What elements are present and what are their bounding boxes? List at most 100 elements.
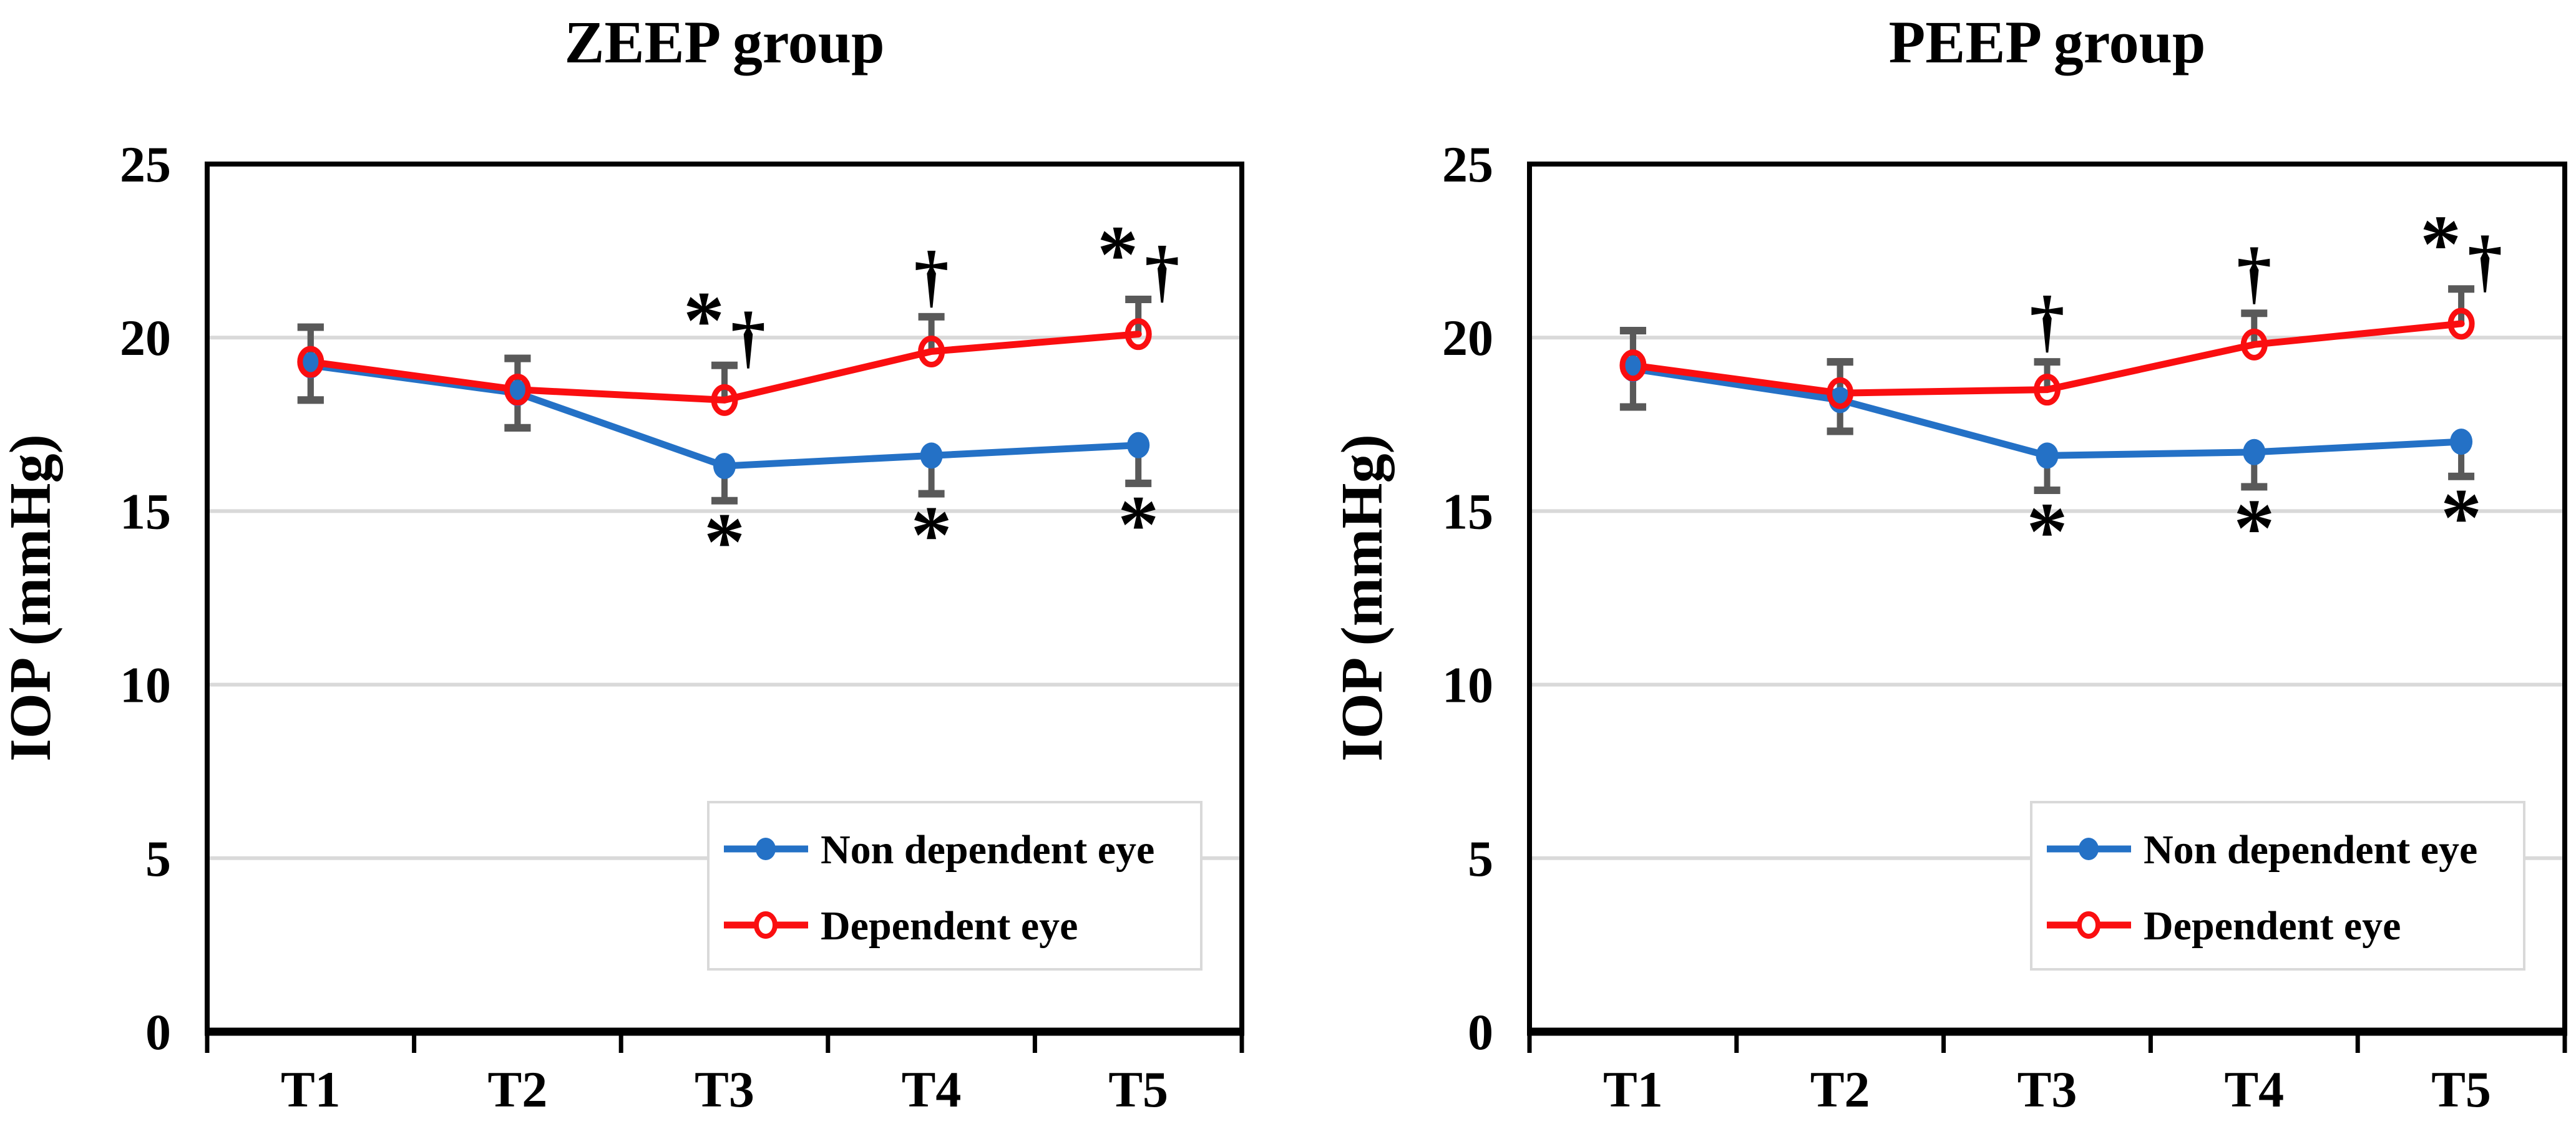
y-axis-tick-labels: 0 5 10 15 20 25 (120, 136, 171, 1060)
x-tick-label-t2: T2 (488, 1061, 548, 1118)
x-tick-label-t3: T3 (695, 1061, 754, 1118)
marker-dependent-eye-t2 (504, 374, 531, 406)
x-tick-label-t1: T1 (1603, 1061, 1663, 1118)
error-bar-cap (2034, 358, 2061, 366)
legend: Non dependent eye Dependent eye (707, 801, 1203, 971)
marker-dependent-eye-t2 (1827, 377, 1854, 409)
y-axis-label: IOP (mmHg) (0, 434, 63, 762)
significance-t4-below: * (911, 489, 952, 581)
legend-marker-dependent-eye (754, 911, 778, 939)
significance-t5-below: * (2441, 472, 2482, 563)
error-bar-cap (918, 313, 945, 321)
error-bar-cap (297, 396, 324, 404)
error-bar-cap (711, 361, 738, 369)
significance-t3-below: * (704, 496, 745, 588)
x-tick-label-t2: T2 (1810, 1061, 1870, 1118)
legend: Non dependent eye Dependent eye (2030, 801, 2525, 971)
legend-marker-non-dependent-eye (756, 838, 776, 860)
y-tick-label-5: 5 (1468, 830, 1493, 887)
x-tick-label-t4: T4 (2224, 1061, 2284, 1118)
x-tick-label-t1: T1 (281, 1061, 341, 1118)
marker-non-dependent-eye-t4 (2243, 439, 2266, 465)
legend-label-dependent-eye: Dependent eye (2144, 903, 2401, 949)
marker-dependent-eye-t5 (2447, 308, 2475, 340)
significance-t3-above: *† (683, 274, 766, 376)
error-bar-cap (2448, 285, 2475, 293)
axes (205, 162, 1244, 1053)
error-bar-cap (1125, 479, 1152, 487)
error-bar-cap (504, 424, 531, 432)
marker-non-dependent-eye-t5 (1127, 432, 1150, 458)
marker-dependent-eye-t3 (2034, 374, 2061, 406)
error-bar-cap (1827, 427, 1853, 435)
marker-non-dependent-eye-t5 (2450, 429, 2473, 455)
zeep-panel: ZEEP group IOP (mmHg) *† † *† * * * 0 5 10 15 20 2… (0, 9, 1244, 1118)
error-bar-cap (2448, 472, 2475, 480)
y-tick-label-10: 10 (120, 657, 171, 714)
marker-non-dependent-eye-t4 (920, 442, 943, 469)
marker-dependent-eye-t4 (918, 335, 945, 367)
series-line-dependent-eye (307, 331, 1142, 404)
y-tick-label-25: 25 (120, 136, 171, 193)
y-tick-label-25: 25 (1442, 136, 1493, 193)
significance-t3-below: * (2027, 485, 2068, 577)
x-tick-label-t5: T5 (2431, 1061, 2491, 1118)
peep-panel: PEEP group IOP (mmHg) † † *† * * * 0 5 10 15 20 25… (1288, 0, 2576, 1129)
zeep-chart: ZEEP group IOP (mmHg) *† † *† * * * 0 5 10 15 20 2… (0, 9, 1244, 1118)
y-tick-label-20: 20 (120, 309, 171, 366)
error-bar-cap (711, 497, 738, 505)
axes (1527, 162, 2567, 1053)
legend-label-non-dependent-eye: Non dependent eye (2144, 827, 2477, 873)
significance-t5-above: *† (2420, 198, 2502, 299)
significance-t4-below: * (2233, 482, 2275, 573)
gridlines (1530, 336, 2565, 860)
marker-non-dependent-eye-t3 (2036, 442, 2059, 469)
x-axis-tick-labels: T1 T2 T3 T4 T5 (1603, 1061, 2491, 1118)
y-tick-label-5: 5 (145, 830, 171, 887)
significance-annotations: † † *† * * * (2027, 198, 2503, 577)
y-tick-label-15: 15 (120, 483, 171, 540)
marker-dependent-eye-t3 (711, 384, 738, 416)
error-bar-cap (2241, 309, 2268, 317)
error-bar-cap (2241, 483, 2268, 491)
x-tick-label-t4: T4 (902, 1061, 962, 1118)
marker-dependent-eye-t1 (1619, 349, 1647, 382)
x-tick-label-t3: T3 (2017, 1061, 2077, 1118)
error-bar-cap (504, 354, 531, 362)
significance-t4-above: † (914, 238, 949, 315)
legend-box (707, 801, 1203, 971)
error-bar-cap (1619, 327, 1646, 335)
peep-chart: PEEP group IOP (mmHg) † † *† * * * 0 5 10 15 20 25… (1330, 9, 2567, 1118)
x-tick-label-t5: T5 (1108, 1061, 1168, 1118)
significance-t3-above: † (2030, 283, 2065, 360)
y-axis-tick-labels: 0 5 10 15 20 25 (1442, 136, 1493, 1060)
y-tick-label-20: 20 (1442, 309, 1493, 366)
chart-title: PEEP group (1889, 9, 2206, 75)
marker-dependent-eye-t4 (2240, 328, 2268, 361)
significance-t5-above: *† (1097, 208, 1179, 310)
marker-non-dependent-eye-t3 (713, 453, 736, 480)
data-points (1619, 308, 2475, 469)
error-bar-cap (2034, 487, 2061, 495)
x-axis-tick-labels: T1 T2 T3 T4 T5 (281, 1061, 1168, 1118)
error-bar-cap (1619, 403, 1646, 411)
significance-annotations: *† † *† * * * (683, 208, 1179, 588)
significance-t4-above: † (2237, 234, 2271, 311)
error-bar-cap (297, 323, 324, 331)
data-points (297, 318, 1152, 480)
chart-title: ZEEP group (564, 9, 884, 75)
y-tick-label-15: 15 (1442, 483, 1493, 540)
error-bar-cap (1125, 295, 1152, 303)
marker-dependent-eye-t5 (1125, 318, 1152, 351)
y-axis-label: IOP (mmHg) (1330, 434, 1395, 762)
y-tick-label-0: 0 (1468, 1004, 1493, 1060)
legend-label-non-dependent-eye: Non dependent eye (821, 827, 1154, 873)
legend-marker-non-dependent-eye (2079, 838, 2099, 860)
error-bar-cap (918, 490, 945, 498)
legend-box (2030, 801, 2525, 971)
series-lines (307, 331, 1142, 470)
series-line-dependent-eye (1629, 320, 2465, 397)
legend-marker-dependent-eye (2077, 911, 2100, 939)
legend-label-dependent-eye: Dependent eye (821, 903, 1078, 949)
